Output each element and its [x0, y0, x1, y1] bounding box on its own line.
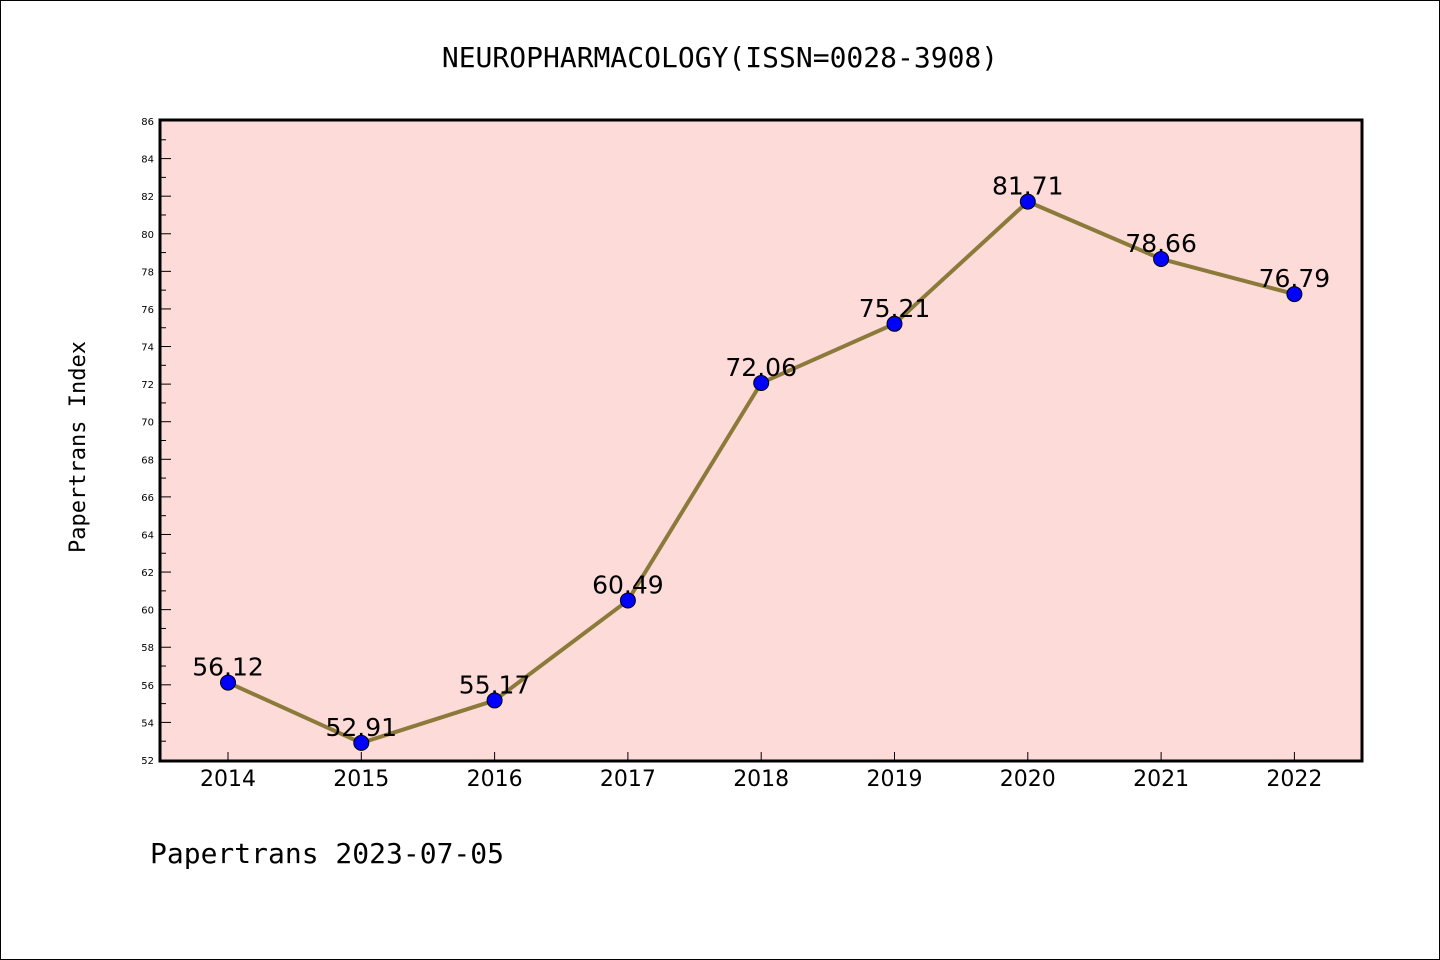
x-tick-label: 2016: [467, 767, 523, 792]
data-labels: 56.12 52.91 55.17 60.49 72.06 75.21 81.71 78.66…: [192, 172, 1330, 742]
plot-area: [158, 118, 1364, 763]
y-tick-label: 70: [141, 418, 154, 429]
x-tick-label: 2018: [733, 767, 789, 792]
data-point-marker: [353, 734, 370, 751]
x-tick-label: 2022: [1266, 767, 1322, 792]
y-tick-label: 80: [141, 230, 154, 241]
data-label: 75.21: [859, 294, 931, 323]
data-label: 60.49: [592, 570, 664, 599]
data-point-marker: [1286, 286, 1303, 303]
x-tick-label: 2015: [333, 767, 389, 792]
y-tick-label: 58: [141, 643, 154, 654]
y-tick-label: 82: [141, 192, 154, 203]
data-markers: [220, 193, 1303, 751]
data-point-marker: [619, 592, 636, 609]
y-tick-label: 56: [141, 681, 154, 692]
y-tick-label: 86: [141, 117, 154, 128]
y-tick-label: 54: [141, 718, 154, 729]
y-axis-label: Papertrans Index: [66, 341, 91, 553]
y-tick-label: 78: [141, 267, 154, 278]
data-label: 76.79: [1259, 264, 1331, 293]
y-axis-ticks: 52 54 56 58 60 62 64 66 68 70 72 74 76 78 80 82 84 86: [141, 117, 171, 767]
x-tick-label: 2021: [1133, 767, 1189, 792]
y-tick-label: 60: [141, 606, 154, 617]
data-label: 56.12: [192, 653, 264, 682]
y-tick-label: 64: [141, 530, 154, 541]
data-point-marker: [886, 315, 903, 332]
data-point-marker: [753, 374, 770, 391]
data-label: 81.71: [992, 172, 1064, 201]
x-tick-label: 2019: [867, 767, 923, 792]
y-tick-label: 62: [141, 568, 154, 579]
y-tick-label: 68: [141, 455, 154, 466]
y-tick-label: 52: [141, 756, 154, 767]
x-tick-label: 2014: [200, 767, 256, 792]
data-point-marker: [1153, 250, 1170, 267]
x-axis-ticks: 2014 2015 2016 2017 2018 2019 2020 2021 2022: [200, 752, 1322, 792]
data-point-marker: [220, 674, 236, 691]
chart-title: NEUROPHARMACOLOGY(ISSN=0028-3908): [442, 41, 998, 74]
data-label: 72.06: [725, 353, 797, 382]
y-tick-label: 76: [141, 305, 154, 316]
y-tick-label: 84: [141, 155, 154, 166]
data-point-marker: [486, 692, 503, 709]
footer-date: Papertrans 2023-07-05: [150, 837, 504, 870]
data-point-marker: [1019, 193, 1036, 210]
y-tick-label: 74: [141, 343, 154, 354]
y-tick-label: 66: [141, 493, 154, 504]
data-label: 55.17: [459, 670, 531, 699]
x-tick-label: 2020: [1000, 767, 1056, 792]
y-tick-label: 72: [141, 380, 154, 391]
data-label: 78.66: [1125, 229, 1197, 258]
x-tick-label: 2017: [600, 767, 656, 792]
data-label: 52.91: [326, 713, 398, 742]
